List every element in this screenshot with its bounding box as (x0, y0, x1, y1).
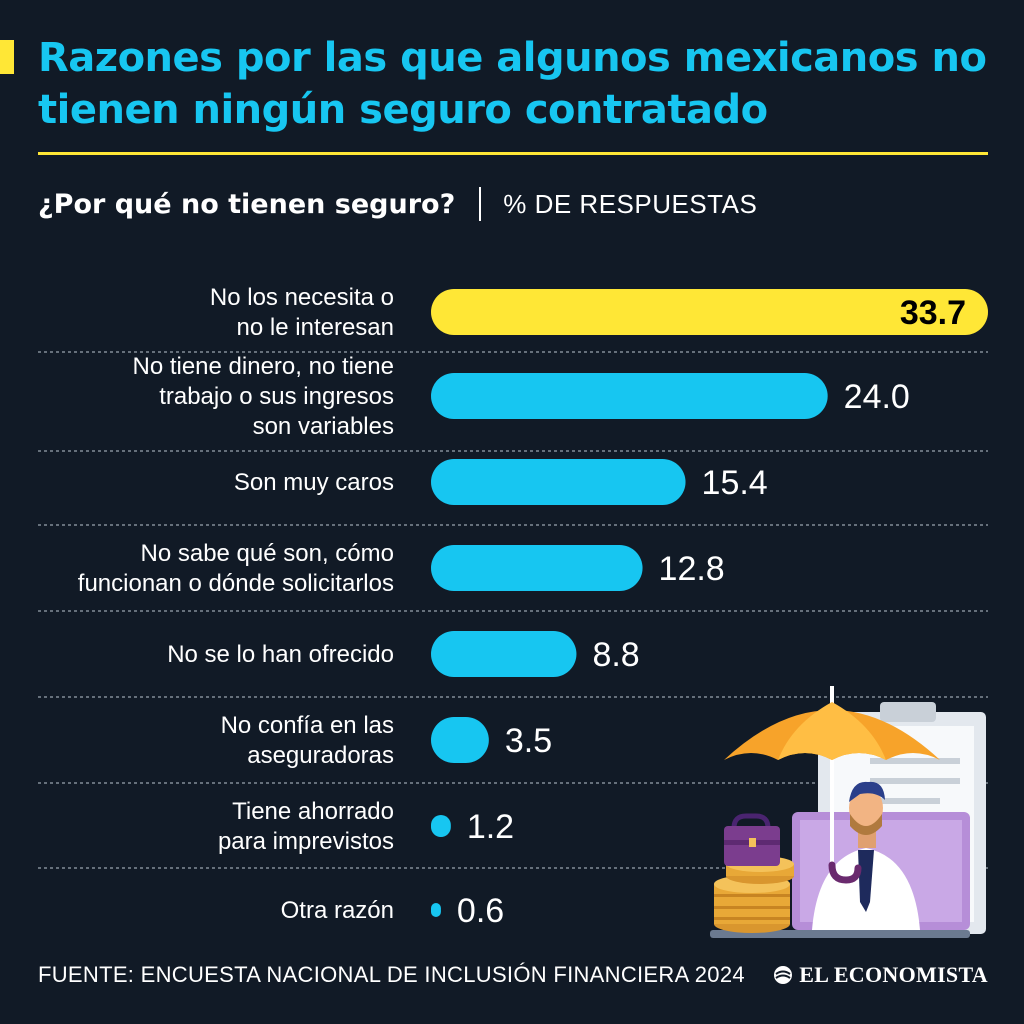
category-label: No sabe qué son, cómo funcionan o dónde s… (78, 540, 394, 597)
chart-subtitle: ¿Por qué no tienen seguro? % DE RESPUEST… (38, 182, 757, 226)
title-accent-mark (0, 40, 14, 74)
bar (431, 815, 451, 837)
brand-globe-icon (774, 966, 793, 984)
bar (431, 459, 686, 505)
value-label: 33.7 (900, 294, 966, 332)
bar (431, 545, 643, 591)
bar (431, 903, 441, 917)
category-label: No confía en las aseguradoras (221, 712, 394, 769)
source-note: FUENTE: ENCUESTA NACIONAL DE INCLUSIÓN F… (38, 962, 745, 987)
value-label: 24.0 (844, 378, 910, 416)
chart-unit-label: % DE RESPUESTAS (503, 188, 758, 219)
category-label: No se lo han ofrecido (167, 641, 394, 668)
category-label: Otra razón (281, 897, 394, 924)
category-label: Son muy caros (234, 469, 394, 496)
umbrella-person-insurance-icon (710, 686, 986, 938)
value-label: 12.8 (659, 550, 725, 588)
value-label: 15.4 (702, 464, 768, 502)
category-label: No los necesita o no le interesan (210, 284, 394, 341)
value-label: 0.6 (457, 892, 504, 930)
subtitle-separator (479, 187, 482, 221)
bar (431, 289, 988, 335)
chart-question: ¿Por qué no tienen seguro? (38, 188, 456, 220)
bar (431, 631, 577, 677)
brand-logo: EL ECONOMISTA (773, 962, 988, 988)
page-title: Razones por las que algunos mexicanos no… (38, 35, 987, 133)
category-label: No tiene dinero, no tiene trabajo o sus i… (132, 353, 394, 440)
value-label: 8.8 (592, 636, 639, 674)
brand-name: EL ECONOMISTA (799, 962, 988, 987)
bar (431, 373, 828, 419)
value-label: 3.5 (505, 722, 552, 760)
bar (431, 717, 489, 763)
category-label: Tiene ahorrado para imprevistos (218, 798, 394, 855)
value-label: 1.2 (467, 808, 514, 846)
title-divider (38, 152, 988, 155)
